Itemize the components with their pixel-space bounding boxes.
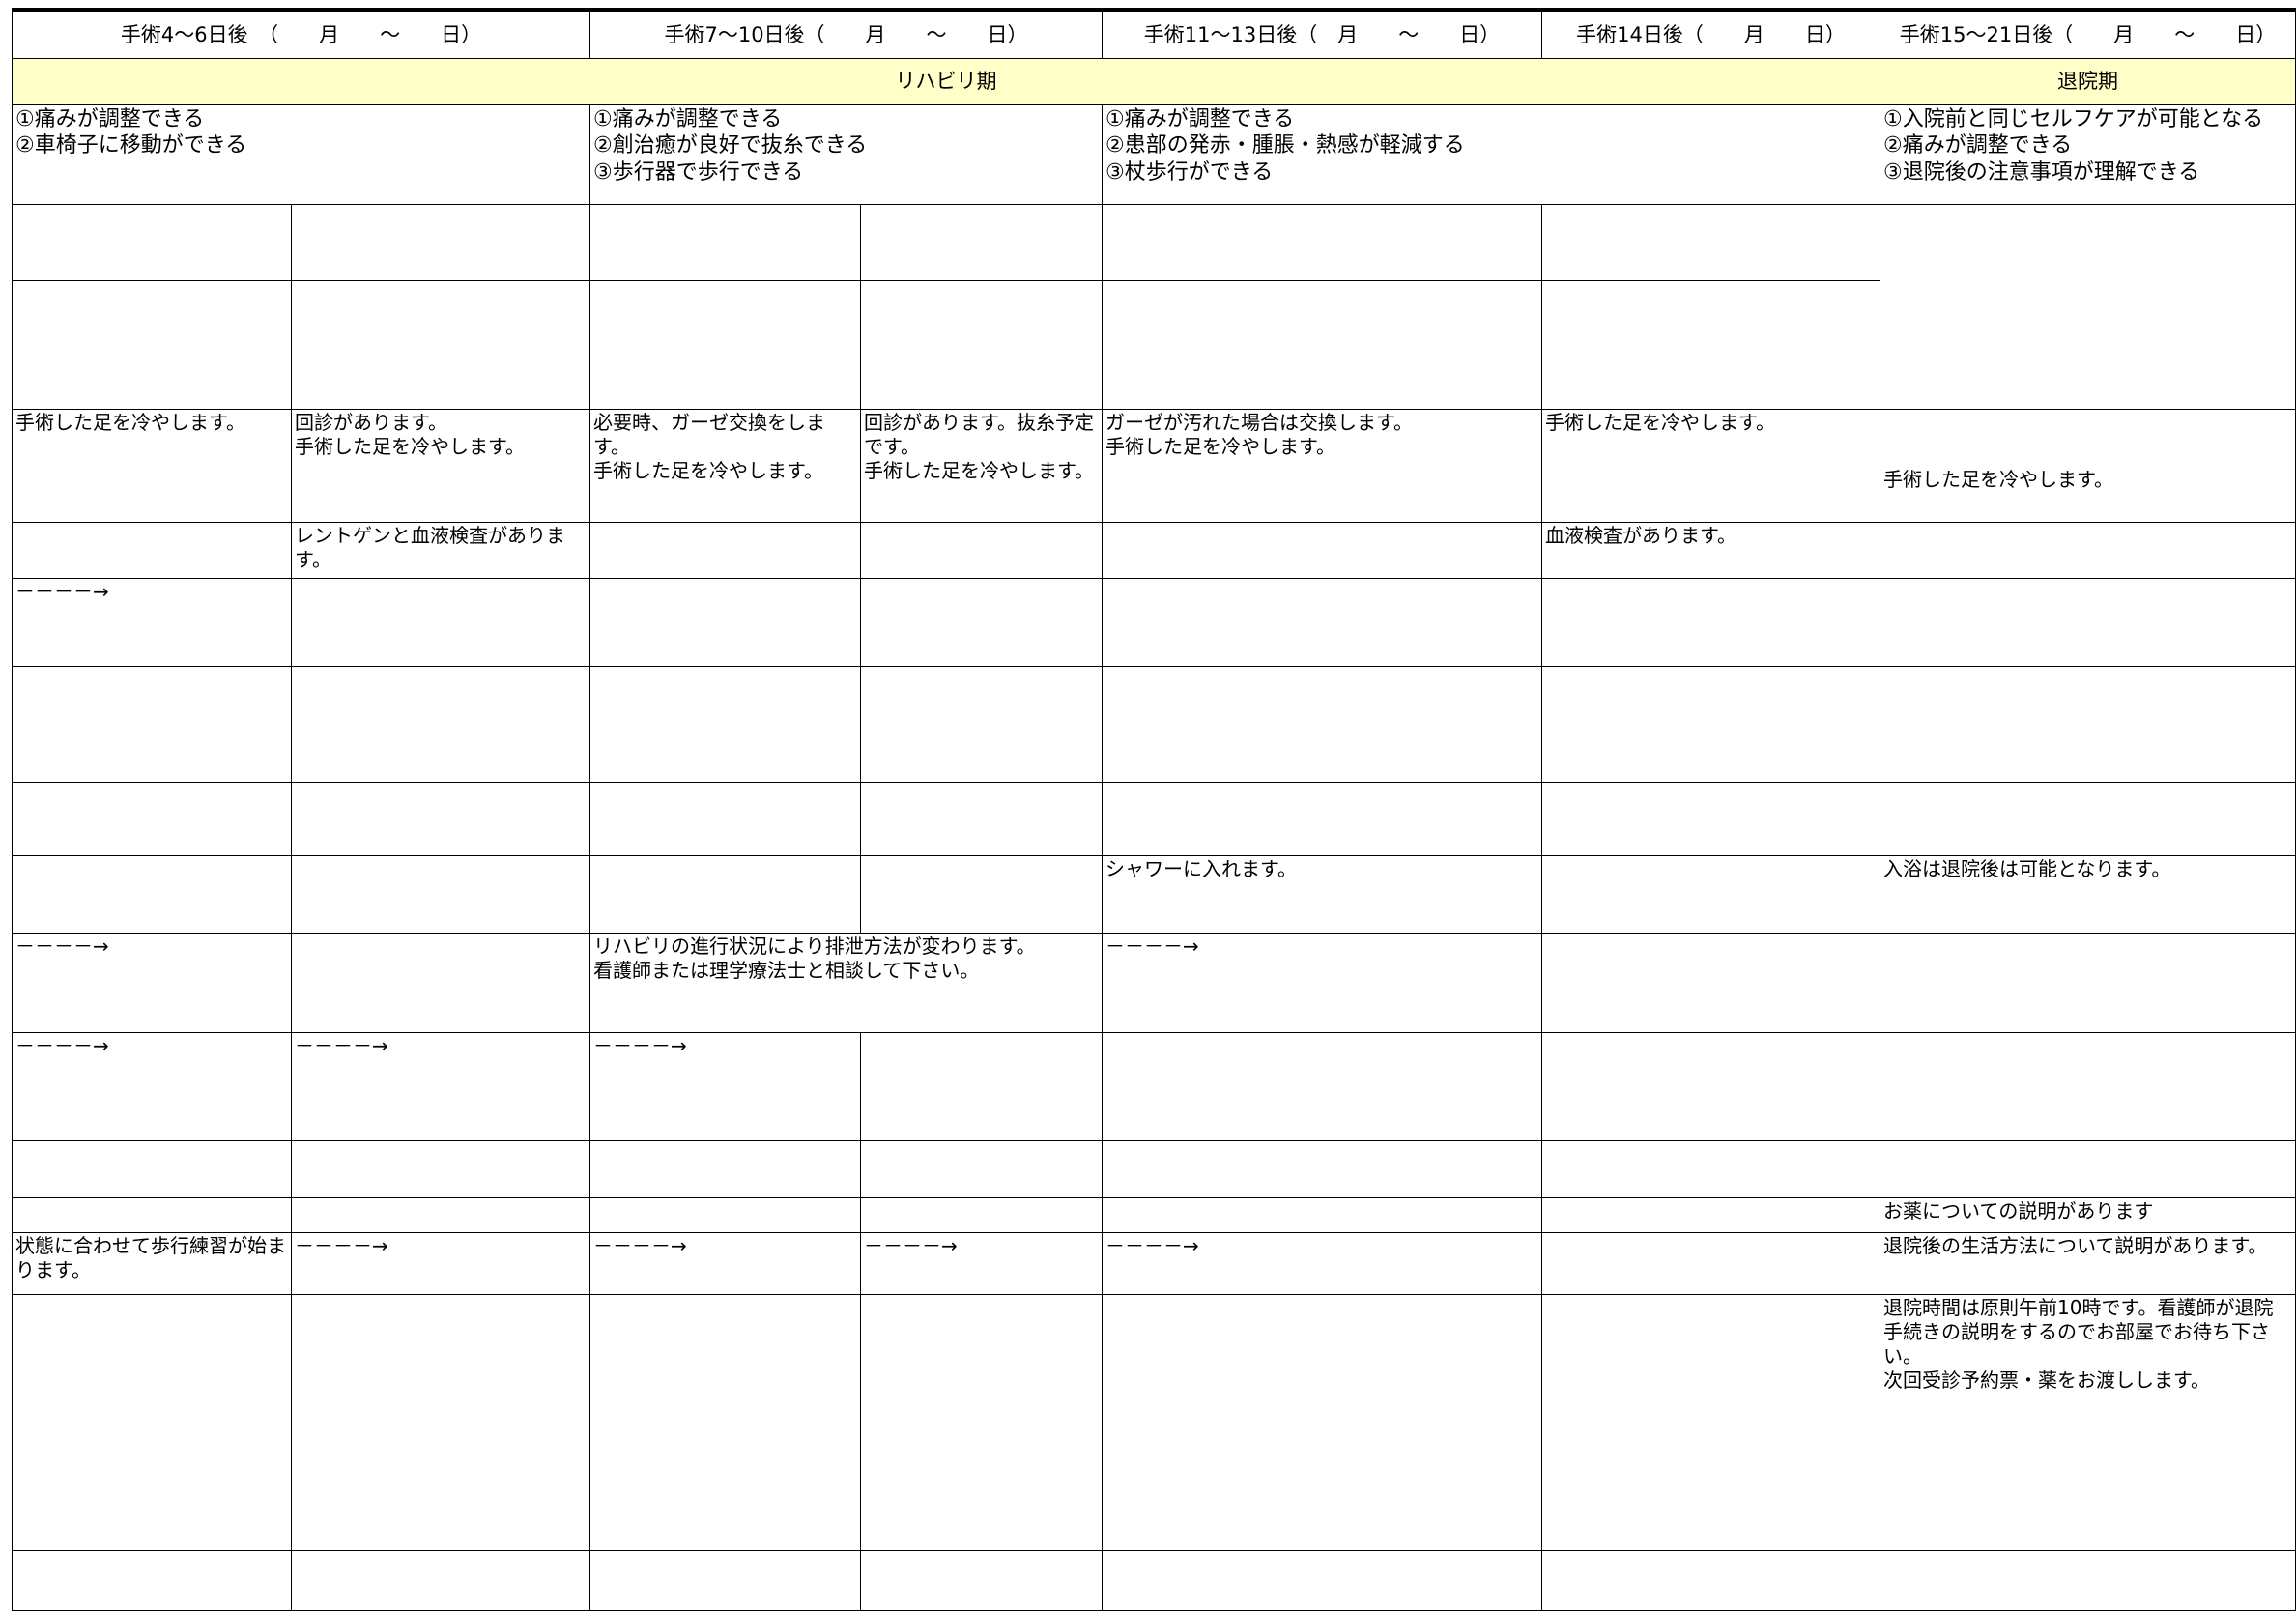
cell: 手術した足を冷やします。 [1541, 408, 1881, 523]
cell: 回診があります。抜糸予定です。 手術した足を冷やします。 [860, 408, 1104, 523]
header-cell: 手術4〜6日後 （ 月 ～ 日） [11, 8, 591, 59]
header-cell: 手術15〜21日後（ 月 ～ 日） [1880, 8, 2296, 59]
goal-cell: ①痛みが調整できる ②患部の発赤・腫脹・熱感が軽減する ③杖歩行ができる [1102, 103, 1881, 205]
goal-cell: ①入院前と同じセルフケアが可能となる ②痛みが調整できる ③退院後の注意事項が理… [1880, 103, 2296, 205]
cell: －－－－→ [12, 577, 292, 667]
goal-cell: ①痛みが調整できる ②創治癒が良好で抜糸できる ③歩行器で歩行できる [589, 103, 1104, 205]
row: －－－－→ リハビリの進行状況により排泄方法が変わります。 看護師または理学療法… [12, 932, 2296, 1033]
cell: リハビリの進行状況により排泄方法が変わります。 看護師または理学療法士と相談して… [589, 932, 1104, 1033]
cell: 状態に合わせて歩行練習が始まります。 [12, 1231, 292, 1295]
row [12, 781, 2296, 856]
cell: －－－－→ [290, 1231, 591, 1295]
row: 手術した足を冷やします。 回診があります。 手術した足を冷やします。 必要時、ガ… [12, 408, 2296, 523]
row [12, 203, 2296, 410]
cell: 退院後の生活方法について説明があります。 [1880, 1231, 2296, 1295]
cell: －－－－→ [12, 1031, 292, 1141]
phase-cell: 退院期 [1880, 57, 2296, 105]
row [12, 665, 2296, 783]
row: レントゲンと血液検査があります。 血液検査があります。 [12, 521, 2296, 579]
cell: 血液検査があります。 [1541, 521, 1881, 579]
row: 状態に合わせて歩行練習が始まります。 －－－－→ －－－－→ －－－－→ －－－… [12, 1231, 2296, 1295]
cell: －－－－→ [12, 932, 292, 1033]
cell: 必要時、ガーゼ交換をします。 手術した足を冷やします。 [589, 408, 862, 523]
cell: 回診があります。 手術した足を冷やします。 [290, 408, 591, 523]
phase-row: リハビリ期 退院期 [11, 57, 2296, 105]
cell: －－－－→ [589, 1031, 862, 1141]
cell: －－－－→ [589, 1231, 862, 1295]
row: 退院時間は原則午前10時です。看護師が退院手続きの説明をするのでお部屋でお待ち下… [12, 1293, 2296, 1551]
cell: ガーゼが汚れた場合は交換します。 手術した足を冷やします。 [1102, 408, 1543, 523]
row [12, 279, 2296, 410]
cell: －－－－→ [860, 1231, 1104, 1295]
header-cell: 手術11〜13日後（ 月 ～ 日） [1102, 8, 1543, 59]
row [12, 1139, 2296, 1198]
row: お薬についての説明があります [12, 1196, 2296, 1233]
cell: 手術した足を冷やします。 [12, 408, 292, 523]
goal-cell: ①痛みが調整できる ②車椅子に移動ができる [11, 103, 591, 205]
cell: －－－－→ [1102, 1231, 1543, 1295]
cell: レントゲンと血液検査があります。 [290, 521, 591, 579]
pathway-table: 手術4〜6日後 （ 月 ～ 日） 手術7〜10日後（ 月 ～ 日） 手術11〜1… [11, 8, 2296, 1611]
cell: 手術した足を冷やします。 [1880, 408, 2296, 523]
header-row: 手術4〜6日後 （ 月 ～ 日） 手術7〜10日後（ 月 ～ 日） 手術11〜1… [11, 8, 2296, 59]
cell: 退院時間は原則午前10時です。看護師が退院手続きの説明をするのでお部屋でお待ち下… [1880, 1293, 2296, 1551]
cell: お薬についての説明があります [1880, 1196, 2296, 1233]
cell [1880, 203, 2296, 410]
row: シャワーに入れます。 入浴は退院後は可能となります。 [12, 854, 2296, 934]
header-cell: 手術14日後（ 月 日） [1541, 8, 1881, 59]
row [12, 1549, 2296, 1611]
header-cell: 手術7〜10日後（ 月 ～ 日） [589, 8, 1104, 59]
cell: シャワーに入れます。 [1102, 854, 1543, 934]
cell: －－－－→ [1102, 932, 1543, 1033]
row: －－－－→ [12, 577, 2296, 667]
cell: －－－－→ [290, 1031, 591, 1141]
row: －－－－→ －－－－→ －－－－→ [12, 1031, 2296, 1141]
goal-row: ①痛みが調整できる ②車椅子に移動ができる ①痛みが調整できる ②創治癒が良好で… [11, 103, 2296, 205]
cell: 入浴は退院後は可能となります。 [1880, 854, 2296, 934]
phase-cell: リハビリ期 [11, 57, 1881, 105]
